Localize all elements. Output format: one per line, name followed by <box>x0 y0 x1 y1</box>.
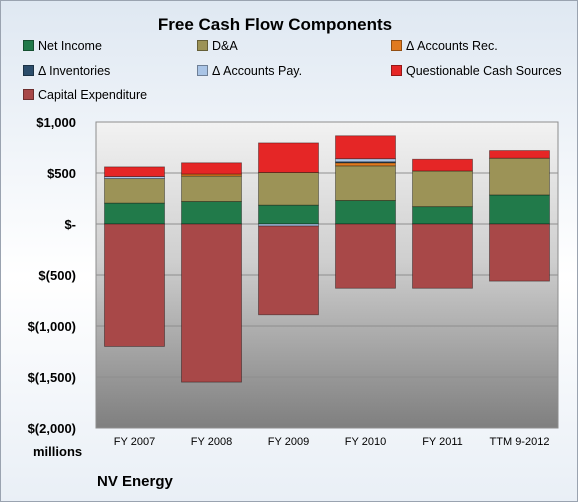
bar-segment <box>181 201 242 225</box>
chart-title: Free Cash Flow Components <box>157 15 393 34</box>
legend-swatch <box>391 40 402 51</box>
bar-segment <box>181 175 242 202</box>
bar-segment <box>258 172 319 206</box>
legend-item-4: Δ Accounts Pay. <box>197 64 302 78</box>
legend-label: Net Income <box>38 39 102 53</box>
legend-swatch <box>23 89 34 100</box>
legend-label: Δ Accounts Rec. <box>406 39 498 53</box>
bar-segment <box>104 223 165 347</box>
bar-segment <box>489 194 550 225</box>
legend-item-6: Capital Expenditure <box>23 88 147 102</box>
legend-item-3: Δ Inventories <box>23 64 110 78</box>
bar-segment <box>489 157 550 196</box>
legend-item-2: Δ Accounts Rec. <box>391 39 498 53</box>
legend-label: Questionable Cash Sources <box>406 64 562 78</box>
bar-segment <box>412 206 473 225</box>
legend-label: Δ Accounts Pay. <box>212 64 303 78</box>
legend-swatch <box>197 65 208 76</box>
bar-segment <box>335 158 396 163</box>
bar-segment <box>412 223 473 289</box>
bar-segment <box>335 223 396 289</box>
bar-segment <box>489 150 550 159</box>
bar-segment <box>104 202 165 225</box>
legend-swatch <box>197 40 208 51</box>
legend-label: Capital Expenditure <box>38 88 148 102</box>
legend-item-5: Questionable Cash Sources <box>391 64 562 78</box>
bar-segment <box>181 223 242 383</box>
bar-segment <box>258 142 319 173</box>
y-tick-label: $(2,000) <box>28 421 76 436</box>
bar-segment <box>104 166 165 177</box>
x-tick-label: TTM 9-2012 <box>490 436 550 448</box>
bar-segment <box>412 170 473 208</box>
bar-segment <box>412 158 473 172</box>
bar-segment <box>258 225 319 316</box>
y-tick-label: $(500) <box>38 268 76 283</box>
legend-swatch <box>23 40 34 51</box>
bar-segment <box>335 165 396 201</box>
x-tick-label: FY 2010 <box>345 436 386 448</box>
y-tick-label: $- <box>64 217 76 232</box>
units-label: millions <box>33 444 83 459</box>
bar-segment <box>335 162 396 167</box>
bar-segment <box>104 178 165 204</box>
legend-label: D&A <box>212 39 238 53</box>
bar-segment <box>489 223 550 282</box>
company-label: NV Energy <box>97 473 173 490</box>
y-tick-label: $(1,000) <box>28 319 76 334</box>
y-tick-label: $1,000 <box>36 115 76 130</box>
bar-segment <box>335 200 396 225</box>
legend-label: Δ Inventories <box>38 64 111 78</box>
x-tick-label: FY 2011 <box>422 436 463 448</box>
bar-segment <box>335 135 396 160</box>
legend-item-1: D&A <box>197 39 238 53</box>
y-tick-label: $(1,500) <box>28 370 76 385</box>
bar-segment <box>181 162 242 175</box>
legend-swatch <box>23 65 34 76</box>
bar-segment <box>258 204 319 225</box>
x-tick-label: FY 2008 <box>191 436 232 448</box>
legend-item-0: Net Income <box>23 39 102 53</box>
x-tick-label: FY 2009 <box>268 436 309 448</box>
legend-swatch <box>391 65 402 76</box>
y-tick-label: $500 <box>47 166 76 181</box>
x-tick-label: FY 2007 <box>114 436 155 448</box>
